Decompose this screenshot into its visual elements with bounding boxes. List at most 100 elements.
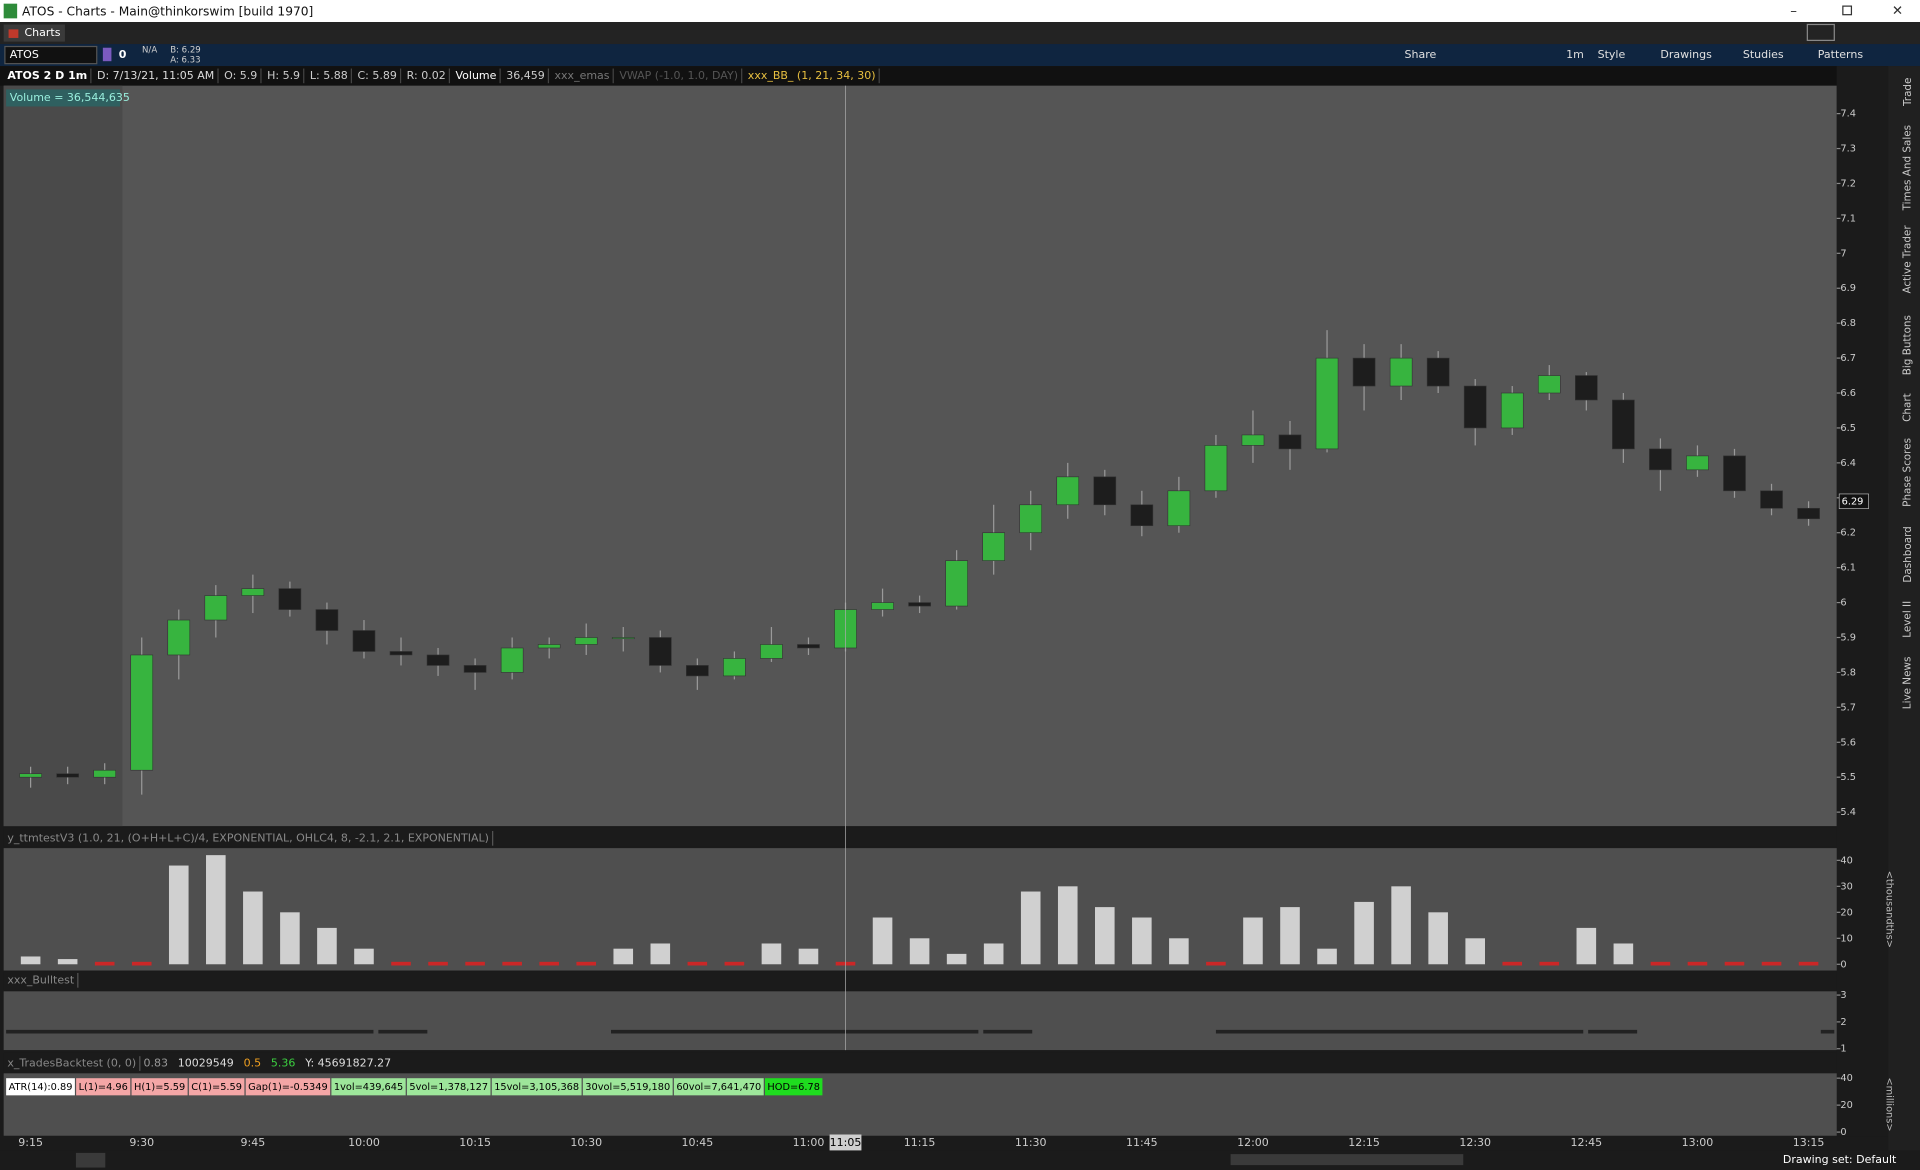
side-tab[interactable]: Chart	[1902, 393, 1914, 422]
osc-bar	[1687, 961, 1708, 966]
osc-bar	[761, 943, 782, 965]
study-label-bg	[188, 1078, 245, 1096]
side-tab[interactable]: Big Buttons	[1902, 315, 1914, 375]
toolbar	[0, 44, 1920, 67]
candle-body	[611, 637, 635, 640]
timeframe[interactable]: 1m	[1566, 48, 1584, 61]
candle-body	[352, 630, 376, 652]
candle-body	[1686, 455, 1709, 471]
osc-bar	[1132, 917, 1152, 965]
toolbar-button[interactable]: Style	[1598, 48, 1626, 61]
x-tick-label: 10:00	[348, 1136, 380, 1149]
candle-body	[204, 595, 228, 621]
info-item: Volume	[456, 69, 497, 82]
na: N/A	[142, 46, 157, 56]
candle-body	[463, 665, 487, 673]
x-tick-label: 10:30	[570, 1136, 602, 1149]
osc-bar	[539, 961, 559, 966]
readout: 0.83	[143, 1057, 168, 1070]
side-tab[interactable]: Dashboard	[1902, 526, 1914, 582]
axis-label: <thousandths>	[1883, 871, 1894, 948]
close[interactable]: ✕	[1892, 4, 1903, 19]
candle-body	[871, 602, 894, 610]
info-item: C: 5.89	[357, 69, 396, 82]
minimize[interactable]: –	[1790, 4, 1797, 19]
symbol[interactable]: ATOS	[10, 48, 39, 61]
osc-bar	[1243, 917, 1263, 965]
link-icon[interactable]	[102, 47, 112, 62]
study-label: C(1)=5.59	[191, 1082, 242, 1093]
osc-bar	[909, 938, 930, 965]
candle-body	[56, 773, 79, 778]
x-tick-label: 12:15	[1348, 1136, 1380, 1149]
count: 0	[119, 48, 127, 61]
restore[interactable]	[1842, 5, 1853, 16]
osc-bar	[168, 865, 189, 965]
candle-body	[723, 658, 746, 677]
readout: Y: 45691827.27	[304, 1057, 391, 1070]
info-item: L: 5.88	[310, 69, 348, 82]
osc-bar	[983, 943, 1004, 965]
cursor-label-bg	[829, 1134, 862, 1151]
y-tick-label: 1	[1840, 1044, 1846, 1055]
x-tick-label: 11:15	[904, 1136, 936, 1149]
osc-bar	[1020, 891, 1041, 965]
candle-body	[19, 773, 42, 778]
candle-body	[1167, 490, 1191, 527]
tab-row	[0, 22, 1920, 45]
side-bar	[1888, 66, 1920, 1168]
osc-bar	[1576, 927, 1597, 965]
x-tick-label: 12:00	[1237, 1136, 1269, 1149]
study-label-bg	[673, 1078, 764, 1096]
osc-bar	[1428, 912, 1448, 965]
cursor-label: 11:05	[830, 1136, 862, 1149]
backtest-header	[3, 1052, 1837, 1073]
side-tab[interactable]: Trade	[1902, 78, 1914, 107]
y-tick-label: 5.6	[1840, 737, 1856, 748]
last-price-bg	[1838, 493, 1869, 509]
x-tick-label: 9:45	[241, 1136, 266, 1149]
axis-label: <millions>	[1883, 1077, 1894, 1131]
expand-button[interactable]	[75, 1152, 106, 1168]
candle-body	[1093, 476, 1117, 506]
study-label: HOD=6.78	[767, 1082, 820, 1093]
candle-body	[1056, 476, 1080, 506]
tab[interactable]	[3, 24, 65, 42]
osc-header	[3, 827, 1837, 847]
osc-bar	[428, 961, 448, 966]
status: Drawing set: Default	[1783, 1153, 1897, 1166]
side-tab[interactable]: Live News	[1902, 657, 1914, 710]
price-axis	[1836, 66, 1889, 1137]
candle-body	[1241, 434, 1265, 446]
x-tick-label: 13:15	[1793, 1136, 1825, 1149]
y-tick-label: 7	[1840, 248, 1846, 259]
toolbar-button[interactable]: Drawings	[1660, 48, 1712, 61]
osc-bar	[1354, 901, 1374, 965]
y-tick-label: 20	[1840, 907, 1852, 918]
osc-bar	[206, 855, 226, 965]
tab-icon	[8, 29, 19, 38]
app-icon	[3, 3, 18, 19]
info-item: R: 0.02	[407, 69, 446, 82]
osc-bar	[1465, 938, 1485, 965]
toolbar-button[interactable]: Patterns	[1818, 48, 1864, 61]
title-bar	[0, 0, 1920, 23]
candle-body	[982, 532, 1006, 561]
candle-body	[426, 654, 450, 666]
side-tab[interactable]: Phase Scores	[1902, 438, 1914, 507]
layout-button[interactable]	[1806, 23, 1835, 41]
side-tab[interactable]: Level II	[1902, 601, 1914, 638]
osc-bar	[1502, 961, 1523, 966]
ask: A: 6.33	[170, 55, 200, 65]
osc-bar	[354, 948, 374, 965]
tab-label[interactable]: Charts	[24, 26, 60, 39]
scrollbar[interactable]	[1230, 1154, 1464, 1166]
side-tab[interactable]: Active Trader	[1902, 225, 1914, 294]
toolbar-button[interactable]: Share	[1405, 48, 1437, 61]
x-tick-label: 12:45	[1570, 1136, 1602, 1149]
toolbar-button[interactable]: Studies	[1743, 48, 1784, 61]
symbol-box[interactable]	[4, 45, 98, 65]
side-tab[interactable]: Times And Sales	[1902, 125, 1914, 211]
y-tick-label: 30	[1840, 881, 1852, 892]
bull-header	[3, 971, 1837, 991]
